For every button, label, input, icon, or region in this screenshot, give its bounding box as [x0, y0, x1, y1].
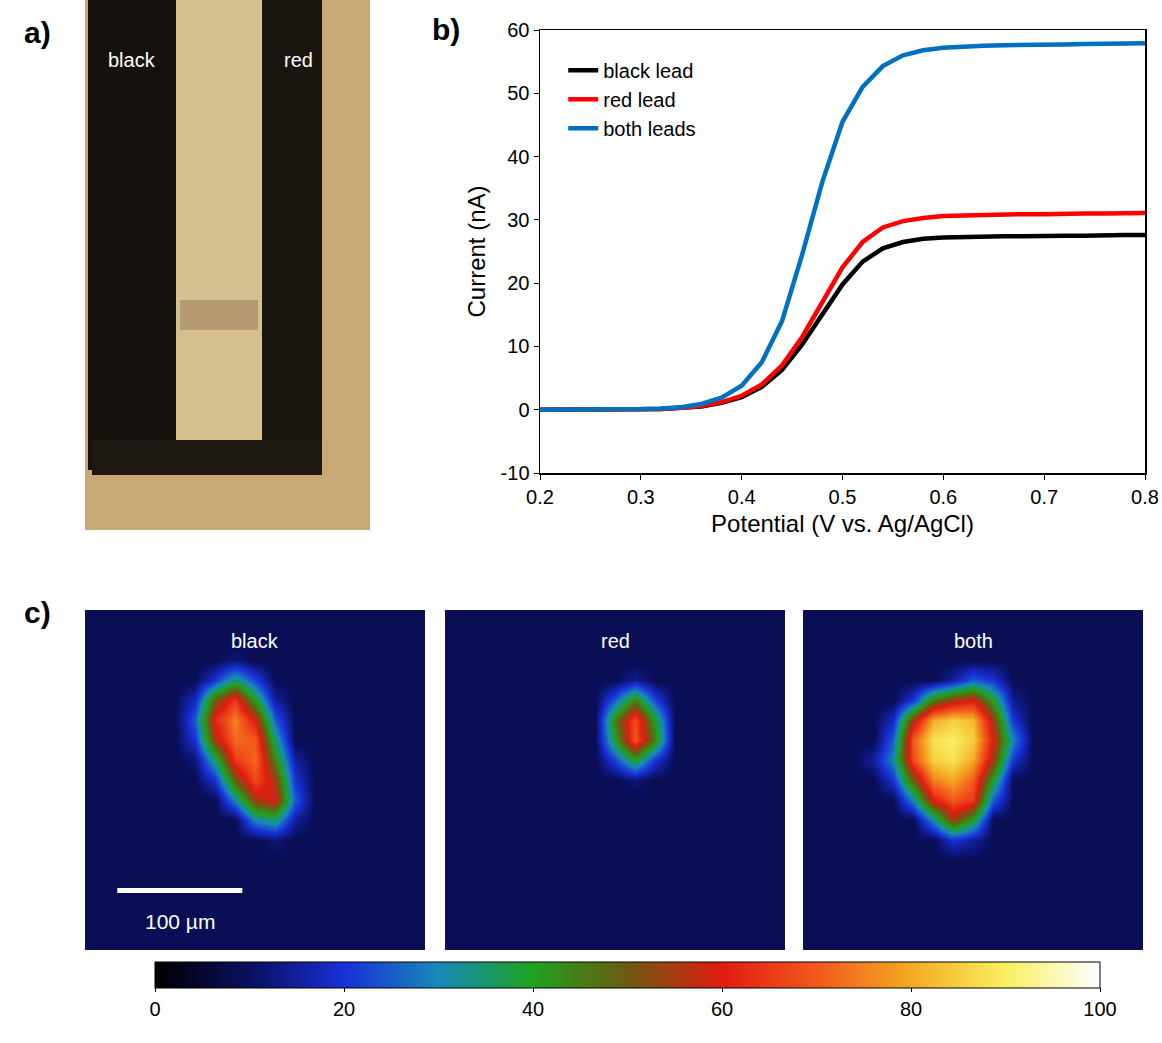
svg-text:black: black	[108, 49, 156, 71]
svg-text:black: black	[231, 630, 279, 652]
svg-text:40: 40	[522, 998, 544, 1020]
svg-text:both leads: both leads	[603, 118, 695, 140]
svg-text:0.8: 0.8	[1131, 486, 1159, 508]
svg-text:50: 50	[507, 82, 529, 104]
svg-text:b): b)	[432, 13, 460, 46]
svg-text:red lead: red lead	[603, 89, 675, 111]
svg-text:0.7: 0.7	[1030, 486, 1058, 508]
svg-text:20: 20	[507, 272, 529, 294]
svg-text:100: 100	[1083, 998, 1116, 1020]
svg-text:c): c)	[24, 596, 51, 629]
svg-text:Potential (V vs. Ag/AgCl): Potential (V vs. Ag/AgCl)	[711, 510, 974, 537]
svg-text:40: 40	[507, 146, 529, 168]
svg-text:Current (nA): Current (nA)	[463, 185, 490, 317]
svg-text:0: 0	[149, 998, 160, 1020]
svg-text:100 µm: 100 µm	[145, 910, 215, 933]
svg-text:0.6: 0.6	[929, 486, 957, 508]
svg-text:0.3: 0.3	[627, 486, 655, 508]
svg-text:10: 10	[507, 335, 529, 357]
svg-text:60: 60	[711, 998, 733, 1020]
svg-text:0.5: 0.5	[829, 486, 857, 508]
svg-text:0: 0	[518, 399, 529, 421]
svg-text:60: 60	[507, 19, 529, 41]
svg-text:80: 80	[900, 998, 922, 1020]
svg-text:-10: -10	[501, 462, 530, 484]
svg-text:30: 30	[507, 209, 529, 231]
svg-text:red: red	[601, 630, 630, 652]
svg-text:0.2: 0.2	[526, 486, 554, 508]
svg-text:0.4: 0.4	[728, 486, 756, 508]
svg-text:red: red	[284, 49, 313, 71]
svg-text:both: both	[954, 630, 993, 652]
svg-text:20: 20	[333, 998, 355, 1020]
svg-text:a): a)	[24, 16, 51, 49]
svg-text:black lead: black lead	[603, 60, 693, 82]
